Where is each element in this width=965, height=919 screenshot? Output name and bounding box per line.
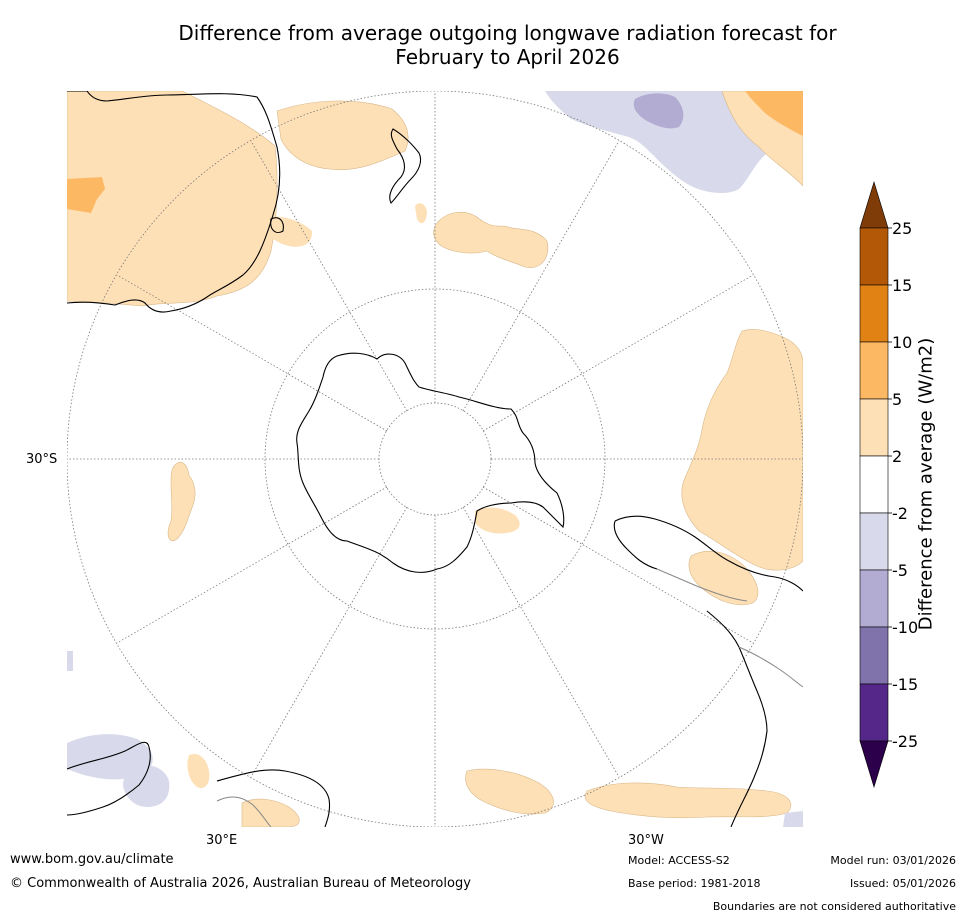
colorbar-bin-below-minus-25: [859, 740, 889, 788]
coast-new-zealand: [389, 128, 422, 204]
anomaly-se-corner: [783, 811, 803, 827]
coast-antarctica: [296, 352, 565, 573]
colorbar-bin-10-to-5: [859, 569, 889, 628]
anomaly-weddell-coast: [475, 507, 520, 534]
anomaly-southern-africa-west: [241, 798, 300, 827]
colorbar-label: -10: [892, 618, 918, 637]
chart-title: Difference from average outgoing longwav…: [120, 21, 895, 69]
colorbar-label: -2: [892, 504, 908, 523]
colorbar-title: Difference from average (W/m2): [915, 337, 937, 631]
anomaly-indian-ocean: [167, 462, 196, 541]
anomaly-tasman-sea: [276, 100, 409, 171]
anomaly-madagascar-region: [187, 753, 210, 789]
footer-model-run: Model run: 03/01/2026: [830, 854, 956, 867]
colorbar-bin-15-to-10: [859, 626, 889, 685]
colorbar-bin-2-to-5: [859, 398, 889, 457]
colorbar-bin-5-to-10: [859, 341, 889, 400]
footer-copyright: © Commonwealth of Australia 2026, Austra…: [10, 876, 471, 891]
anomaly-southern-africa: [465, 768, 554, 815]
colorbar: 25 15 10 5 2 -2 -5 -10 -15 -25: [859, 180, 918, 788]
colorbar-label: 5: [892, 390, 902, 409]
footer-website[interactable]: www.bom.gov.au/climate: [10, 852, 174, 867]
label-30e: 30°E: [206, 833, 238, 848]
title-line-1: Difference from average outgoing longwav…: [178, 21, 837, 45]
footer-disclaimer: Boundaries are not considered authoritat…: [712, 900, 956, 913]
graticule: [67, 91, 803, 827]
colorbar-label: 15: [892, 276, 912, 295]
anomaly-southern-australia: [67, 91, 278, 307]
title-line-2: February to April 2026: [395, 45, 620, 69]
coast-tasmania: [270, 217, 284, 234]
anomaly-eastern-pacific-core: [745, 91, 803, 136]
label-30w: 30°W: [628, 833, 664, 848]
coast-south-america: [613, 515, 803, 827]
colorbar-bin-25-to-15: [859, 683, 889, 742]
colorbar-bin-10-to-15: [859, 284, 889, 343]
anomaly-south-atlantic: [681, 329, 803, 571]
colorbar-bin-2-to-2: [859, 455, 889, 514]
anomaly-south-pacific: [433, 211, 549, 268]
label-30s: 30°S: [26, 452, 58, 467]
coast-australia: [67, 91, 281, 313]
colorbar-bin-5-to-2: [859, 512, 889, 571]
country-borders: [216, 568, 803, 827]
colorbar-bin-above-25: [859, 180, 889, 229]
colorbar-label: -5: [892, 561, 908, 580]
colorbar-label: -15: [892, 675, 918, 694]
anomaly-south-america-south: [688, 550, 759, 606]
colorbar-label: 25: [892, 219, 912, 238]
anomaly-pacific-small: [415, 203, 427, 224]
anomaly-indian-negative-south: [123, 764, 170, 807]
colorbar-label: 2: [892, 447, 902, 466]
polar-map[interactable]: [67, 91, 803, 827]
footer-issued: Issued: 05/01/2026: [849, 877, 956, 890]
anomaly-tasman-small: [262, 216, 313, 247]
coast-southern-africa: [67, 741, 331, 827]
footer-model: Model: ACCESS-S2: [628, 854, 730, 867]
anomaly-western-australia: [67, 177, 105, 213]
colorbar-label: 10: [892, 333, 912, 352]
colorbar-label: -25: [892, 732, 918, 751]
coastlines: [67, 91, 803, 827]
anomaly-west-edge: [67, 651, 73, 671]
footer-base-period: Base period: 1981-2018: [628, 877, 761, 890]
colorbar-bin-15-to-25: [859, 227, 889, 286]
anomaly-central-pacific-core: [633, 93, 684, 129]
